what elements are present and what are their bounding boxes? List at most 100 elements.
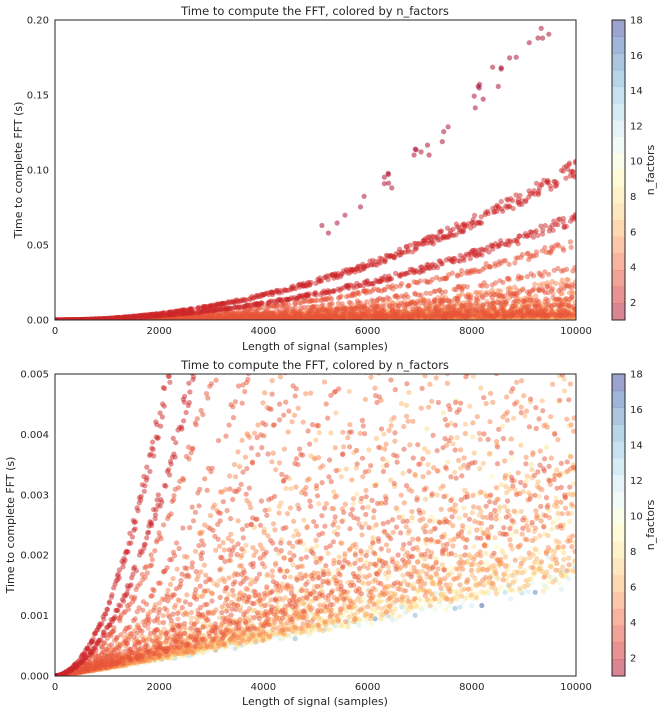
top-plot-area xyxy=(55,25,576,320)
scatter-point xyxy=(338,293,344,299)
scatter-point xyxy=(410,314,416,320)
scatter-point xyxy=(351,309,357,315)
scatter-point xyxy=(468,302,475,308)
scatter-point xyxy=(512,260,518,266)
scatter-point xyxy=(399,309,405,315)
scatter-point xyxy=(566,160,573,166)
scatter-point xyxy=(305,304,311,310)
scatter-point xyxy=(377,260,383,266)
scatter-point xyxy=(543,301,549,308)
scatter-point xyxy=(505,309,511,315)
scatter-point xyxy=(469,312,475,318)
scatter-point xyxy=(427,290,433,296)
scatter-point xyxy=(496,292,502,299)
scatter-point xyxy=(539,273,545,279)
scatter-point xyxy=(422,313,428,319)
scatter-point xyxy=(537,303,543,309)
scatter-point xyxy=(426,298,432,304)
scatter-point xyxy=(393,284,399,290)
scatter-point xyxy=(482,265,488,271)
scatter-point xyxy=(542,308,548,314)
scatter-point xyxy=(308,308,315,314)
scatter-point xyxy=(441,298,447,304)
scatter-point xyxy=(478,214,484,220)
scatter-point xyxy=(510,205,516,212)
scatter-point xyxy=(405,247,411,253)
scatter-point xyxy=(563,175,569,181)
scatter-point xyxy=(540,281,546,287)
scatter-point xyxy=(531,273,537,279)
scatter-point xyxy=(260,304,266,310)
scatter-point xyxy=(548,186,554,192)
scatter-point xyxy=(426,305,432,311)
scatter-point xyxy=(455,295,461,302)
scatter-point xyxy=(483,292,489,298)
scatter-point xyxy=(328,310,334,316)
scatter-point xyxy=(558,297,564,303)
scatter-point xyxy=(391,255,397,261)
scatter-point xyxy=(561,247,567,253)
scatter-point xyxy=(471,306,477,312)
scatter-point xyxy=(448,314,455,320)
scatter-point xyxy=(542,269,548,275)
scatter-point xyxy=(485,314,491,320)
scatter-point xyxy=(506,277,512,283)
scatter-point xyxy=(314,297,320,303)
scatter-point xyxy=(513,303,519,309)
scatter-point xyxy=(430,314,436,320)
scatter-point xyxy=(503,301,509,307)
scatter-point xyxy=(478,289,484,295)
scatter-point xyxy=(498,288,504,294)
scatter-point xyxy=(430,241,436,247)
scatter-point xyxy=(562,296,568,302)
scatter-point xyxy=(536,299,542,305)
scatter-point xyxy=(546,312,552,318)
scatter-point xyxy=(506,261,512,267)
scatter-point xyxy=(524,274,530,280)
scatter-point xyxy=(570,168,576,174)
scatter-point xyxy=(409,305,415,312)
scatter-point xyxy=(564,266,570,272)
scatter-point xyxy=(509,198,516,204)
scatter-point xyxy=(292,300,298,306)
scatter-point xyxy=(553,280,559,286)
scatter-point xyxy=(502,293,508,299)
scatter-point xyxy=(572,174,576,180)
scatter-point xyxy=(348,300,354,306)
scatter-point xyxy=(559,277,565,283)
scatter-point xyxy=(531,298,537,304)
scatter-point xyxy=(555,265,561,272)
scatter-point xyxy=(348,305,354,311)
scatter-point xyxy=(413,245,420,251)
scatter-point xyxy=(308,279,314,286)
scatter-point xyxy=(376,314,382,320)
scatter-point xyxy=(556,243,562,249)
scatter-point xyxy=(511,299,517,305)
scatter-point xyxy=(421,298,427,304)
scatter-point xyxy=(567,239,574,245)
scatter-point xyxy=(381,303,387,309)
scatter-point xyxy=(382,257,388,263)
scatter-point xyxy=(445,297,451,303)
scatter-point xyxy=(364,299,370,305)
scatter-point xyxy=(479,302,486,308)
scatter-point xyxy=(423,290,429,296)
scatter-point xyxy=(386,296,392,302)
scatter-point xyxy=(519,287,526,293)
scatter-point xyxy=(522,298,528,305)
scatter-point xyxy=(328,296,335,302)
scatter-point xyxy=(372,303,378,309)
scatter-point xyxy=(191,310,197,316)
scatter-point xyxy=(484,283,490,289)
scatter-point xyxy=(399,281,405,287)
scatter-point xyxy=(549,286,556,292)
scatter-point xyxy=(470,216,476,223)
scatter-point xyxy=(453,232,459,238)
scatter-point xyxy=(393,302,399,308)
scatter-point xyxy=(373,310,379,316)
scatter-point xyxy=(502,313,508,320)
scatter-point xyxy=(442,289,448,295)
scatter-point xyxy=(301,304,307,310)
scatter-point xyxy=(552,311,558,317)
